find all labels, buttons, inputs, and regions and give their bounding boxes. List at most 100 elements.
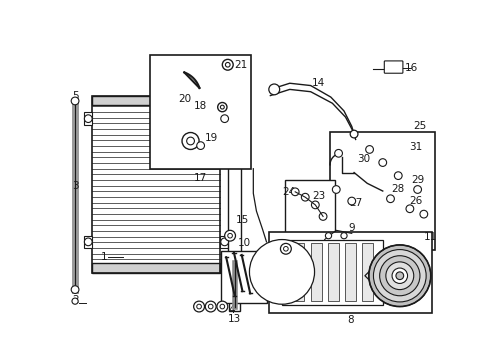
- Circle shape: [227, 233, 232, 238]
- Bar: [293, 243, 304, 301]
- Circle shape: [319, 213, 326, 220]
- Circle shape: [365, 145, 373, 153]
- Circle shape: [311, 201, 319, 209]
- Text: 10: 10: [237, 238, 250, 248]
- Circle shape: [373, 249, 425, 302]
- Bar: [268, 232, 431, 313]
- Text: 13: 13: [227, 314, 241, 324]
- Circle shape: [225, 62, 230, 67]
- Text: 24: 24: [282, 187, 295, 197]
- Bar: [220, 236, 229, 248]
- Circle shape: [393, 172, 401, 180]
- Circle shape: [220, 115, 228, 122]
- Text: 28: 28: [391, 184, 404, 194]
- Text: 2: 2: [72, 294, 79, 305]
- Circle shape: [379, 256, 419, 296]
- Bar: [344, 243, 355, 301]
- Circle shape: [222, 59, 233, 70]
- Bar: [92, 95, 220, 273]
- Circle shape: [340, 233, 346, 239]
- Circle shape: [280, 243, 291, 254]
- Circle shape: [205, 301, 216, 312]
- Text: 4: 4: [228, 305, 234, 315]
- Circle shape: [220, 105, 224, 109]
- Bar: [310, 243, 321, 301]
- Circle shape: [349, 130, 357, 138]
- Circle shape: [325, 233, 331, 239]
- Text: 23: 23: [312, 191, 325, 201]
- Circle shape: [84, 238, 92, 246]
- Circle shape: [220, 304, 224, 309]
- Circle shape: [186, 137, 194, 145]
- Bar: [327, 243, 338, 301]
- Circle shape: [196, 304, 201, 309]
- Text: 19: 19: [204, 133, 217, 143]
- Text: 25: 25: [412, 121, 426, 131]
- Text: 26: 26: [408, 196, 422, 206]
- Text: 3: 3: [72, 181, 79, 191]
- Bar: [220, 251, 267, 303]
- Bar: [361, 243, 372, 301]
- Circle shape: [368, 245, 430, 306]
- Circle shape: [217, 103, 226, 112]
- Text: 12: 12: [261, 246, 274, 256]
- Bar: [220, 112, 229, 125]
- Circle shape: [71, 286, 79, 293]
- Circle shape: [249, 239, 314, 304]
- Circle shape: [71, 97, 79, 105]
- Bar: [285, 180, 335, 236]
- Text: 6: 6: [230, 123, 237, 133]
- Text: 16: 16: [404, 63, 417, 73]
- Circle shape: [220, 238, 228, 246]
- Bar: [282, 239, 382, 305]
- Circle shape: [391, 268, 407, 283]
- Text: 5: 5: [72, 91, 79, 100]
- Circle shape: [182, 132, 199, 149]
- Text: 18: 18: [193, 101, 206, 111]
- Circle shape: [386, 195, 393, 203]
- Text: 11: 11: [423, 232, 437, 242]
- FancyBboxPatch shape: [384, 61, 402, 73]
- Text: 14: 14: [311, 78, 325, 88]
- Circle shape: [332, 186, 340, 193]
- Bar: [92, 95, 220, 105]
- Circle shape: [301, 193, 308, 201]
- Bar: [229, 259, 240, 311]
- Bar: [92, 264, 220, 273]
- Bar: [329, 132, 434, 249]
- Circle shape: [405, 205, 413, 213]
- Text: 22: 22: [303, 238, 316, 248]
- Circle shape: [413, 186, 421, 193]
- Circle shape: [72, 298, 78, 304]
- Text: 1: 1: [100, 252, 107, 262]
- Text: 29: 29: [410, 175, 424, 185]
- Circle shape: [224, 230, 235, 241]
- Circle shape: [84, 115, 92, 122]
- Text: 30: 30: [356, 154, 369, 164]
- Text: 7: 7: [152, 77, 159, 87]
- Bar: [84, 236, 92, 248]
- Text: 17: 17: [194, 173, 207, 183]
- Circle shape: [419, 210, 427, 218]
- Text: 15: 15: [235, 215, 248, 225]
- Circle shape: [291, 188, 299, 195]
- Text: 27: 27: [348, 198, 362, 208]
- Circle shape: [196, 142, 204, 149]
- Bar: [227, 143, 241, 255]
- Circle shape: [347, 197, 355, 205]
- Circle shape: [193, 301, 204, 312]
- Circle shape: [378, 159, 386, 166]
- Circle shape: [395, 272, 403, 280]
- Bar: [84, 112, 92, 125]
- Circle shape: [208, 304, 213, 309]
- Text: 9: 9: [348, 223, 354, 233]
- Text: 20: 20: [178, 94, 191, 104]
- Text: 31: 31: [408, 142, 422, 152]
- Text: 8: 8: [346, 315, 353, 325]
- Circle shape: [385, 262, 413, 289]
- Circle shape: [283, 247, 287, 251]
- Text: 21: 21: [233, 60, 247, 70]
- Circle shape: [217, 301, 227, 312]
- Bar: [150, 55, 250, 169]
- Circle shape: [268, 84, 279, 95]
